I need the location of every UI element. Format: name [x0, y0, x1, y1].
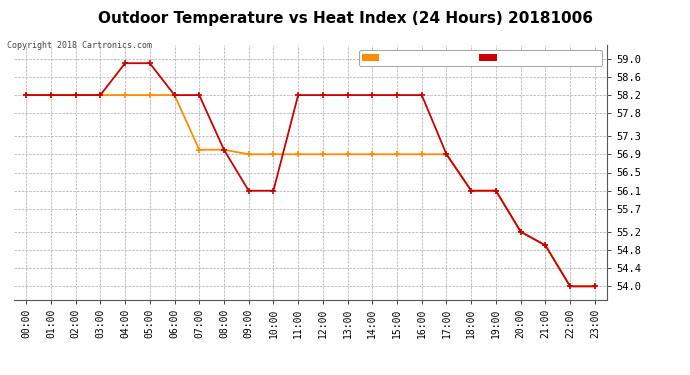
- Text: Copyright 2018 Cartronics.com: Copyright 2018 Cartronics.com: [7, 41, 152, 50]
- Legend: Heat Index  (°F), Temperature  (°F): Heat Index (°F), Temperature (°F): [359, 50, 602, 66]
- Text: Outdoor Temperature vs Heat Index (24 Hours) 20181006: Outdoor Temperature vs Heat Index (24 Ho…: [97, 11, 593, 26]
